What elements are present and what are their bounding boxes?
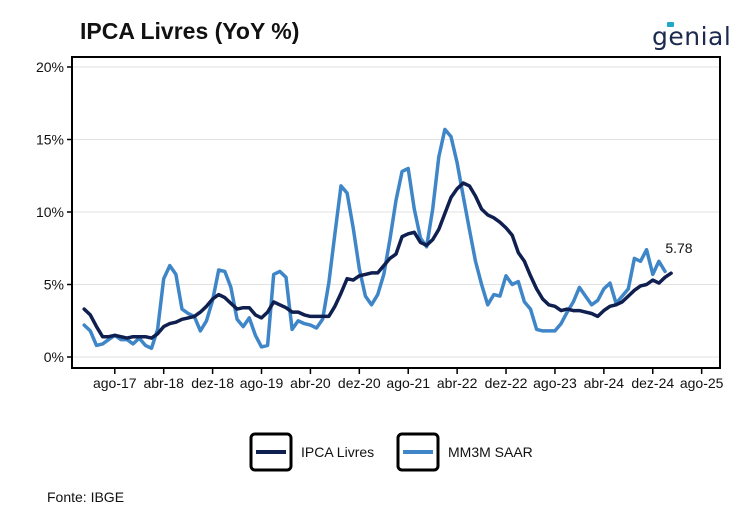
x-tick-label: dez-18 [191,375,234,391]
x-tick-label: abr-24 [584,375,625,391]
y-tick-label: 5% [44,277,64,293]
x-tick-label: ago-21 [386,375,430,391]
series-lines [82,127,673,351]
x-tick-label: abr-22 [437,375,478,391]
x-tick-label: ago-19 [240,375,284,391]
x-tick-label: dez-20 [338,375,381,391]
legend-label-ipca: IPCA Livres [301,444,374,460]
series-line-ipca-livres [82,181,673,340]
x-tick-label: abr-18 [143,375,184,391]
x-tick-label: ago-23 [533,375,577,391]
legend-label-mm3m: MM3M SAAR [448,444,533,460]
x-tick-label: abr-20 [290,375,331,391]
chart-title: IPCA Livres (YoY %) [80,18,300,44]
x-axis-ticks: ago-17 abr-18 dez-18 ago-19 abr-20 dez-20 ago-… [93,368,724,391]
y-axis-ticks: 0% 5% 10% 15% 20% [36,59,72,365]
y-tick-label: 10% [36,204,64,220]
x-tick-label: dez-22 [485,375,528,391]
genial-logo: genial [652,22,732,51]
plot-frame [71,56,721,369]
series-line-mm3m-saar [82,127,667,351]
x-tick-label: ago-25 [680,375,724,391]
logo-accent-icon [667,22,674,27]
source-note: Fonte: IBGE [47,489,125,505]
y-tick-label: 15% [36,132,64,148]
x-tick-label: ago-17 [93,375,137,391]
gridlines [72,66,720,358]
last-value-annotation: 5.78 [665,240,692,256]
y-tick-label: 0% [44,349,64,365]
x-tick-label: dez-24 [631,375,674,391]
y-tick-label: 20% [36,59,64,75]
